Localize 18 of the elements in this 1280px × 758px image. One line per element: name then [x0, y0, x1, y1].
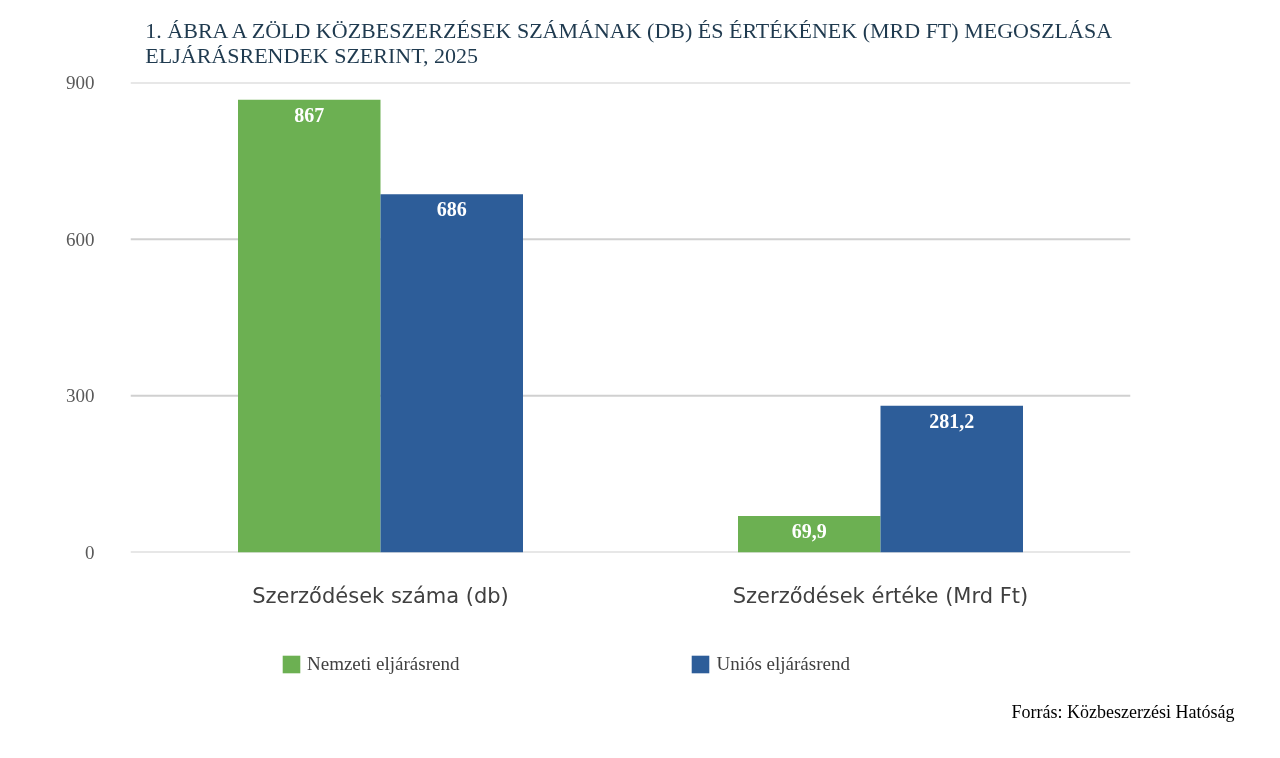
bar — [380, 194, 523, 553]
text: Forrás: Közbeszerzési Hatóság — [1011, 701, 1235, 722]
legend-label: Nemzeti eljárásrend — [307, 653, 460, 675]
y-tick-label: 0 — [85, 542, 95, 563]
y-tick-label: 600 — [66, 228, 95, 250]
x-tick-label: Szerződések értéke (Mrd Ft) — [732, 583, 1029, 608]
bar — [238, 99, 381, 553]
bar — [880, 405, 1023, 553]
x-tick-label: Szerződések száma (db) — [252, 583, 509, 608]
data-label: 686 — [436, 198, 467, 221]
chart-title: 1. ÁBRA A ZÖLD KÖZBESZERZÉSEK SZÁMÁNAK (DB) ÉS ÉRTÉKÉNEK (MRD FT) MEGOSZLÁSA ELJÁRÁSRENDEK SZERINT, 2025 — [145, 17, 1113, 68]
data-label: 281,2 — [929, 409, 975, 432]
legend-label: Uniós eljárásrend — [716, 653, 850, 675]
y-tick-label: 300 — [66, 385, 95, 407]
y-tick-label: 900 — [66, 72, 95, 93]
data-label: 69,9 — [791, 520, 827, 542]
data-label: 867 — [294, 103, 325, 126]
bar — [738, 516, 881, 553]
